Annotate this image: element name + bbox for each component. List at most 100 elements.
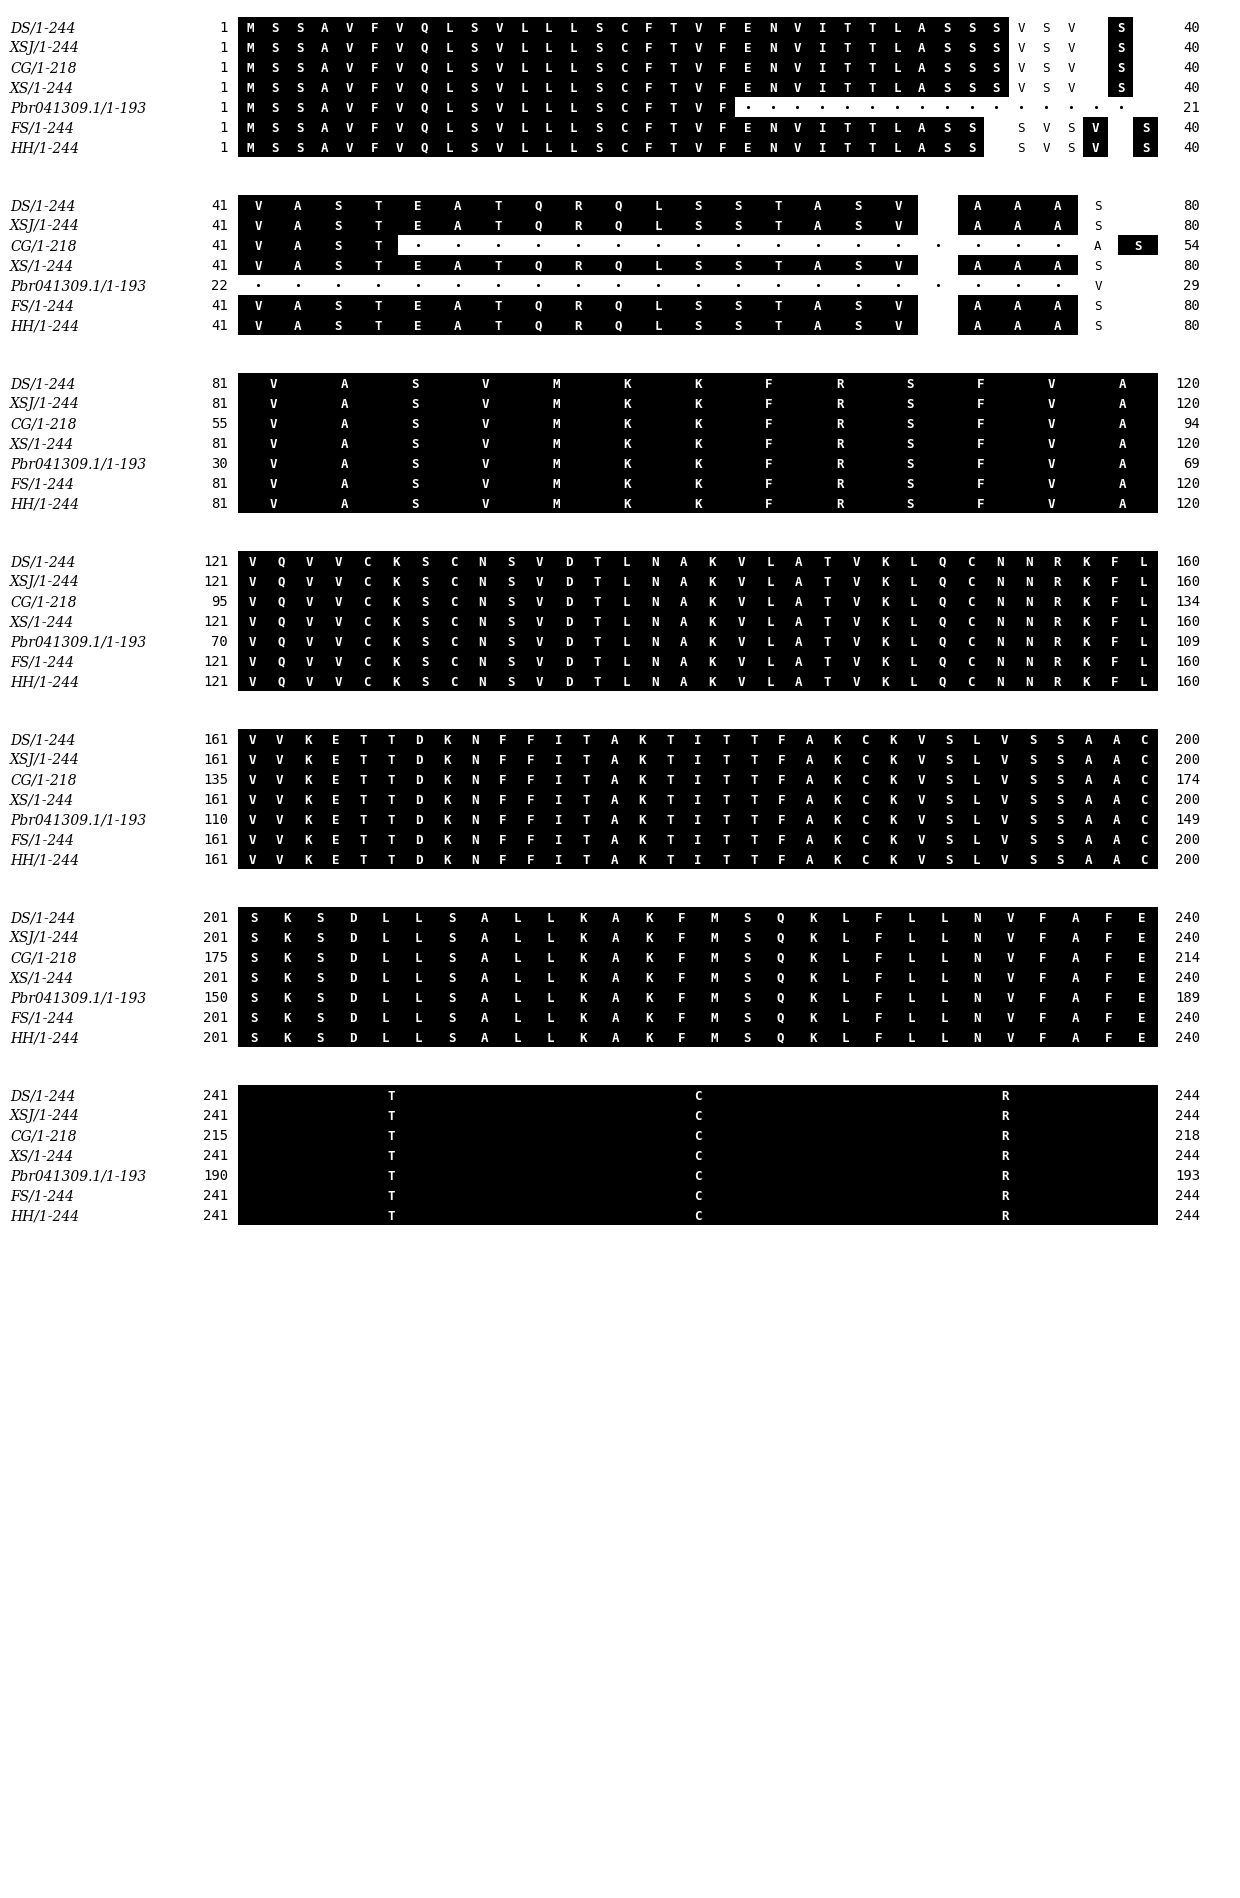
Text: V: V bbox=[396, 101, 403, 114]
Bar bbox=[870, 592, 899, 611]
Bar bbox=[813, 571, 842, 592]
Text: L: L bbox=[655, 319, 662, 332]
Text: Q: Q bbox=[776, 932, 784, 943]
Bar bbox=[1087, 374, 1158, 393]
Bar bbox=[238, 216, 278, 235]
Bar bbox=[884, 139, 909, 158]
Text: N: N bbox=[651, 615, 658, 628]
Text: T: T bbox=[388, 1129, 396, 1143]
Bar bbox=[382, 571, 410, 592]
Text: K: K bbox=[694, 418, 702, 431]
Text: V: V bbox=[794, 21, 801, 34]
Text: F: F bbox=[1111, 556, 1118, 568]
Bar bbox=[436, 139, 461, 158]
Bar bbox=[265, 790, 294, 809]
Text: HH/1-244: HH/1-244 bbox=[10, 140, 79, 156]
Bar bbox=[935, 790, 962, 809]
Text: S: S bbox=[1029, 852, 1037, 865]
Text: N: N bbox=[471, 852, 479, 865]
Bar bbox=[304, 1008, 336, 1027]
Text: 120: 120 bbox=[1174, 497, 1200, 511]
Text: A: A bbox=[1112, 793, 1120, 807]
Bar bbox=[686, 99, 711, 118]
Bar bbox=[962, 810, 991, 829]
Text: A: A bbox=[1085, 733, 1092, 746]
Text: 41: 41 bbox=[211, 298, 228, 313]
Bar bbox=[238, 1165, 544, 1184]
Text: V: V bbox=[1092, 142, 1100, 154]
Text: 40: 40 bbox=[1183, 121, 1200, 135]
Bar bbox=[656, 829, 684, 848]
Bar bbox=[698, 987, 730, 1008]
Bar bbox=[537, 78, 562, 97]
Text: C: C bbox=[967, 615, 975, 628]
Bar bbox=[573, 771, 600, 790]
Text: 218: 218 bbox=[1174, 1129, 1200, 1143]
Text: S: S bbox=[967, 121, 976, 135]
Text: V: V bbox=[536, 676, 543, 689]
Bar bbox=[353, 672, 382, 691]
Text: A: A bbox=[680, 596, 687, 607]
Text: C: C bbox=[862, 754, 869, 767]
Bar bbox=[517, 810, 544, 829]
Bar bbox=[270, 947, 304, 968]
Text: T: T bbox=[750, 852, 758, 865]
Bar bbox=[387, 139, 412, 158]
Text: L: L bbox=[521, 101, 528, 114]
Text: S: S bbox=[507, 556, 515, 568]
Text: V: V bbox=[346, 42, 353, 55]
Bar bbox=[1125, 947, 1158, 968]
Bar bbox=[1027, 1029, 1059, 1048]
Bar bbox=[852, 731, 879, 750]
Text: V: V bbox=[254, 199, 262, 213]
Bar bbox=[835, 59, 859, 78]
Text: V: V bbox=[248, 833, 255, 847]
Text: S: S bbox=[1117, 42, 1125, 55]
Text: S: S bbox=[507, 636, 515, 647]
Bar bbox=[899, 552, 928, 571]
Text: K: K bbox=[882, 655, 889, 668]
Text: V: V bbox=[918, 793, 925, 807]
Bar bbox=[238, 1008, 270, 1027]
Bar bbox=[810, 59, 835, 78]
Text: 190: 190 bbox=[203, 1169, 228, 1182]
Bar bbox=[823, 829, 852, 848]
Text: 149: 149 bbox=[1174, 812, 1200, 826]
Text: V: V bbox=[269, 457, 277, 471]
Bar bbox=[467, 611, 497, 632]
Text: K: K bbox=[645, 911, 652, 924]
Bar bbox=[263, 139, 288, 158]
Text: N: N bbox=[973, 911, 981, 924]
Text: C: C bbox=[1141, 833, 1148, 847]
Text: V: V bbox=[248, 772, 255, 786]
Text: T: T bbox=[583, 793, 590, 807]
Bar bbox=[387, 78, 412, 97]
Text: XS/1-244: XS/1-244 bbox=[10, 1148, 74, 1162]
Bar bbox=[957, 653, 986, 672]
Text: L: L bbox=[893, 142, 900, 154]
Text: A: A bbox=[680, 636, 687, 647]
Text: 200: 200 bbox=[1174, 754, 1200, 767]
Text: N: N bbox=[769, 42, 776, 55]
Text: 120: 120 bbox=[1174, 437, 1200, 450]
Bar bbox=[785, 78, 810, 97]
Bar bbox=[961, 947, 993, 968]
Bar bbox=[1130, 653, 1158, 672]
Text: S: S bbox=[945, 793, 952, 807]
Bar bbox=[1101, 672, 1130, 691]
Text: F: F bbox=[678, 951, 686, 964]
Bar bbox=[412, 139, 436, 158]
Text: K: K bbox=[889, 793, 897, 807]
Text: T: T bbox=[388, 754, 396, 767]
Bar bbox=[398, 256, 438, 275]
Text: A: A bbox=[680, 676, 687, 689]
Text: A: A bbox=[454, 260, 461, 271]
Bar bbox=[1071, 653, 1101, 672]
Bar bbox=[489, 850, 517, 869]
Bar bbox=[362, 139, 387, 158]
Bar bbox=[629, 731, 656, 750]
Text: C: C bbox=[363, 615, 371, 628]
Text: A: A bbox=[341, 497, 348, 511]
Text: C: C bbox=[967, 556, 975, 568]
Bar bbox=[1130, 672, 1158, 691]
